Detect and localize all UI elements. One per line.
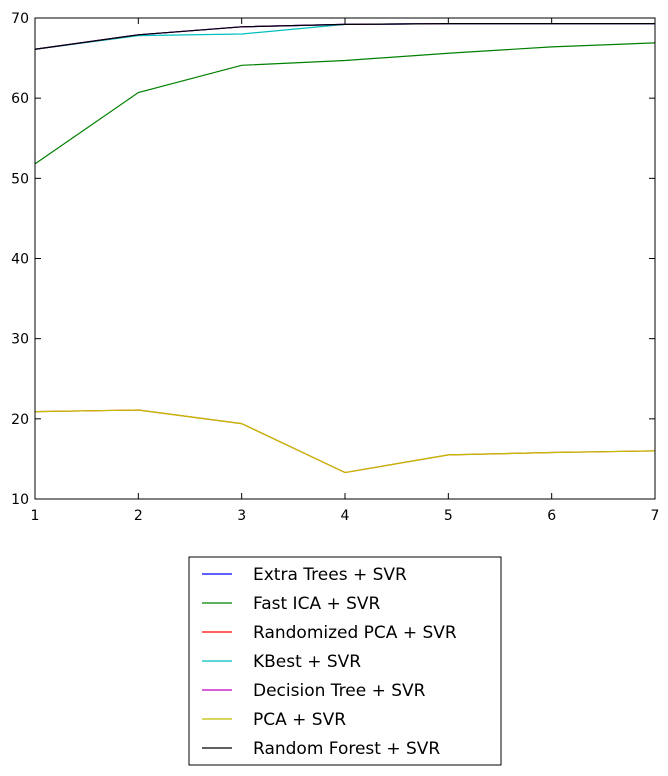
series-line-5 [34, 409, 656, 474]
legend-label-6: Random Forest + SVR [253, 739, 440, 759]
legend-label-5: PCA + SVR [253, 710, 346, 730]
x-tick-label: 4 [341, 508, 350, 524]
legend: Extra Trees + SVR Fast ICA + SVR Randomize… [188, 556, 502, 766]
legend-label-1: Fast ICA + SVR [253, 594, 381, 614]
y-tick-label: 70 [11, 11, 29, 27]
legend-label-2: Randomized PCA + SVR [253, 623, 457, 643]
legend-label-0: Extra Trees + SVR [253, 565, 407, 585]
plot-frame [34, 17, 656, 500]
series-line-1 [34, 42, 656, 165]
y-tick-label: 30 [11, 332, 29, 348]
legend-label-4: Decision Tree + SVR [253, 681, 426, 701]
legend-frame [188, 556, 502, 766]
y-tick-label: 10 [11, 492, 29, 508]
y-tick-label: 20 [11, 412, 29, 428]
y-axis: 10 20 30 40 50 60 70 [11, 11, 655, 508]
plot-lines [34, 23, 656, 474]
y-tick-label: 50 [11, 171, 29, 187]
y-tick-label: 60 [11, 91, 29, 107]
series-line-2 [34, 409, 656, 474]
y-tick-label: 40 [11, 252, 29, 268]
legend-label-3: KBest + SVR [253, 652, 361, 672]
x-tick-label: 1 [31, 508, 40, 524]
x-tick-label: 3 [237, 508, 246, 524]
x-tick-label: 7 [651, 508, 660, 524]
x-tick-label: 5 [444, 508, 453, 524]
x-axis: 1 2 3 4 5 6 7 [31, 18, 660, 524]
series-line-6 [34, 23, 655, 50]
x-tick-label: 6 [547, 508, 556, 524]
x-tick-label: 2 [134, 508, 143, 524]
